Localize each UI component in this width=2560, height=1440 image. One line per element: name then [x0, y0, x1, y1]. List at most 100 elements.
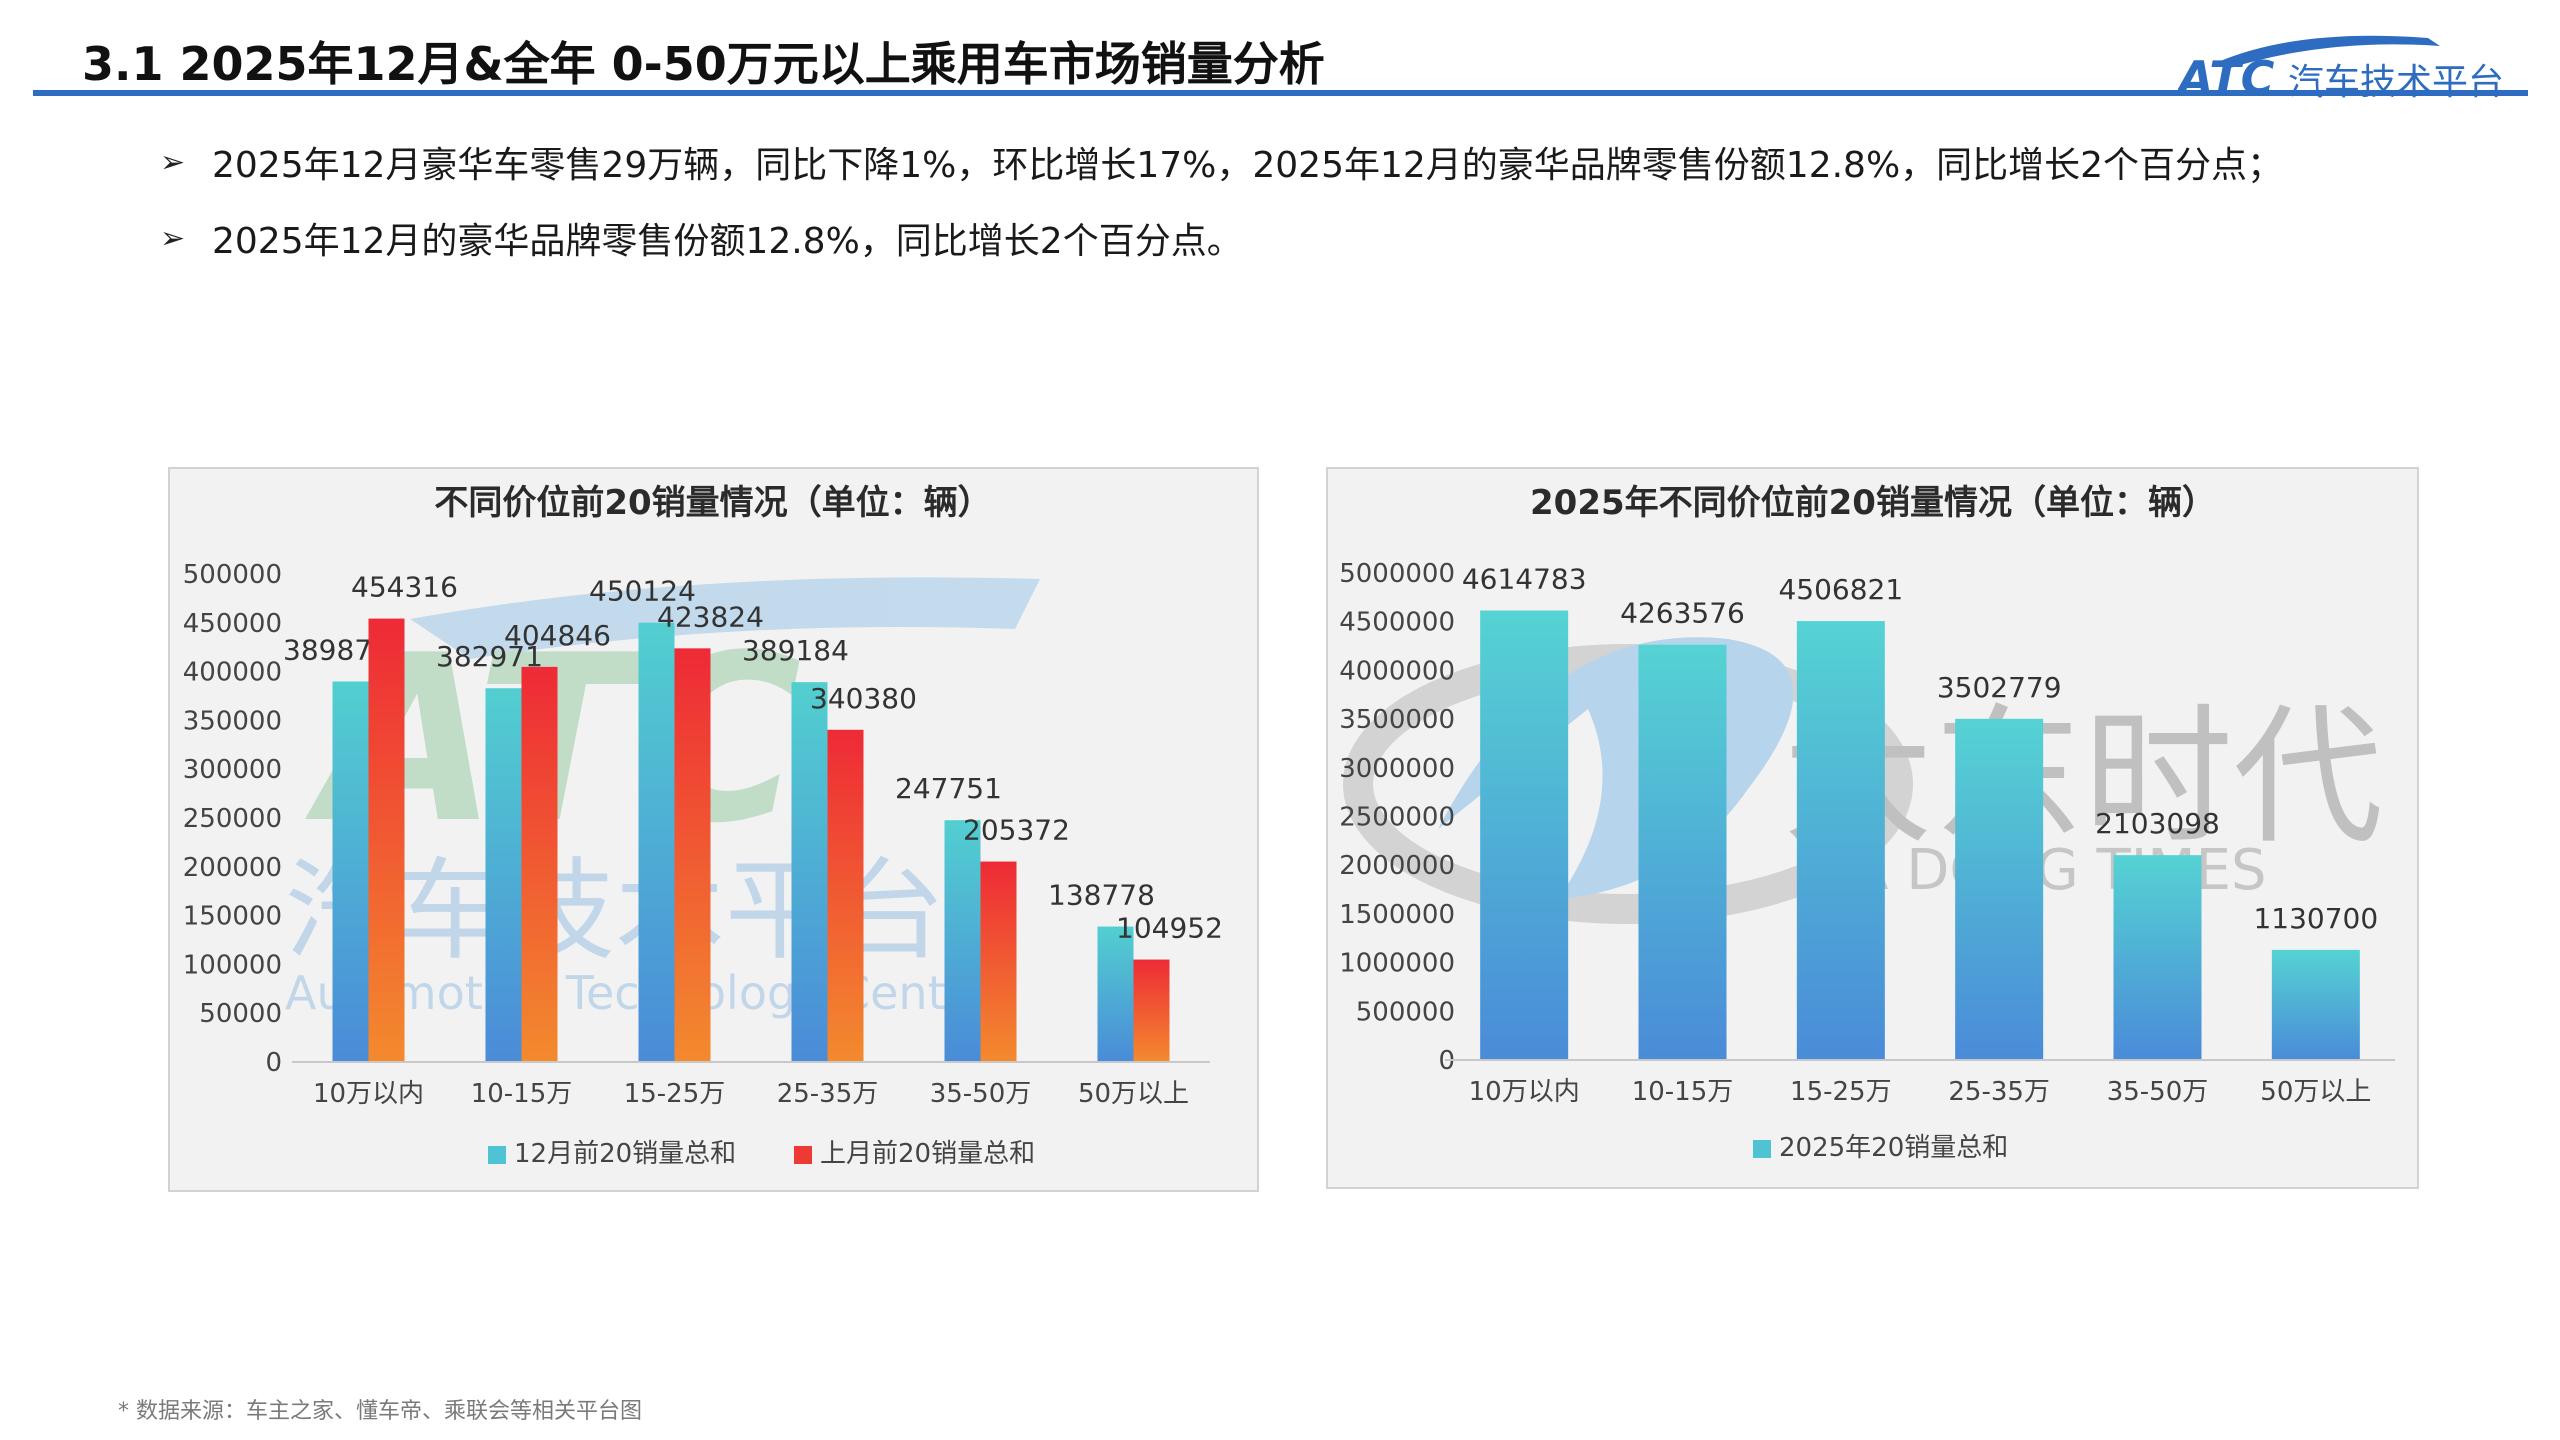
bar [674, 648, 711, 1062]
arrow-right-icon: ➢ [160, 144, 186, 180]
y-axis: 0 50000 100000 150000 200000 250000 300000 3500… [183, 560, 282, 1078]
y-tick-label: 150000 [183, 902, 282, 932]
data-label: 389184 [742, 634, 849, 667]
y-tick-label: 300000 [183, 755, 282, 785]
legend-swatch [794, 1146, 812, 1164]
y-tick-label: 200000 [183, 853, 282, 883]
y-tick-label: 100000 [183, 950, 282, 980]
bar [485, 688, 522, 1062]
y-tick-label: 1000000 [1339, 949, 1455, 979]
x-axis: 10万以内 10-15万 15-25万 25-35万 35-50万 50万以上 [292, 1061, 1210, 1109]
y-tick-label: 5000000 [1339, 559, 1455, 589]
data-label: 340380 [810, 682, 917, 715]
legend-swatch [1753, 1140, 1771, 1158]
x-tick-label: 25-35万 [1948, 1077, 2050, 1107]
x-tick-label: 35-50万 [2107, 1077, 2209, 1107]
title-underline [33, 90, 2528, 96]
y-tick-label: 500000 [183, 560, 282, 590]
chart-svg-yearly: 大东时代 DA DONG TIMES 2025年不同价位前20销量情况（单位：辆… [1339, 483, 2395, 1163]
bar [827, 729, 864, 1062]
logo-swoosh [2218, 35, 2440, 68]
bar [791, 682, 828, 1062]
legend-label: 2025年20销量总和 [1779, 1133, 2008, 1163]
y-tick-label: 250000 [183, 804, 282, 834]
bar [944, 820, 981, 1062]
legend-swatch [488, 1146, 506, 1164]
logo-mark: ATC [2178, 51, 2275, 104]
arrow-right-icon: ➢ [160, 220, 186, 256]
bar [332, 681, 369, 1062]
bar-group: 3898774543163829714048464501244238243891… [283, 571, 1223, 1062]
data-label: 4614783 [1462, 563, 1587, 596]
y-tick-label: 0 [265, 1048, 282, 1078]
bar [1133, 959, 1170, 1062]
bullet-item: ➢ 2025年12月的豪华品牌零售份额12.8%，同比增长2个百分点。 [160, 200, 2283, 276]
bar [2113, 855, 2202, 1060]
y-tick-label: 4000000 [1339, 656, 1455, 686]
bar [980, 861, 1017, 1062]
bar [368, 618, 405, 1062]
y-tick-label: 400000 [183, 658, 282, 688]
bar [1955, 718, 2044, 1060]
chart-price-segment-yearly: 大东时代 DA DONG TIMES 2025年不同价位前20销量情况（单位：辆… [1326, 467, 2419, 1189]
data-label: 138778 [1048, 879, 1155, 912]
data-label: 4506821 [1778, 573, 1903, 606]
bullet-item: ➢ 2025年12月豪华车零售29万辆，同比下降1%，环比增长17%，2025年… [160, 124, 2283, 200]
y-tick-label: 2000000 [1339, 851, 1455, 881]
data-label: 404846 [504, 619, 611, 652]
chart-price-segment-monthly: ATC 汽车技术平台 Automotive Technology Center … [168, 467, 1259, 1192]
slide-title: 3.1 2025年12月&全年 0-50万元以上乘用车市场销量分析 [82, 37, 1325, 91]
bar [1097, 926, 1134, 1062]
y-tick-label: 1500000 [1339, 900, 1455, 930]
watermark-logo-ring [1343, 644, 1913, 924]
chart-title: 不同价位前20销量情况（单位：辆） [434, 483, 991, 523]
chart-title: 2025年不同价位前20销量情况（单位：辆） [1530, 483, 2216, 523]
y-tick-label: 3000000 [1339, 754, 1455, 784]
legend-label: 12月前20销量总和 [514, 1139, 736, 1169]
x-tick-label: 10-15万 [471, 1079, 573, 1109]
data-label: 2103098 [2095, 807, 2220, 840]
data-label: 4263576 [1620, 597, 1745, 630]
x-tick-label: 10万以内 [1469, 1077, 1580, 1107]
y-tick-label: 4500000 [1339, 608, 1455, 638]
y-tick-label: 500000 [1356, 997, 1455, 1027]
data-label: 454316 [351, 571, 458, 604]
legend: 2025年20销量总和 [1753, 1133, 2008, 1163]
chart-svg-monthly: ATC 汽车技术平台 Automotive Technology Center … [183, 483, 1223, 1169]
watermark-swoosh [410, 577, 1040, 659]
x-tick-label: 25-35万 [777, 1079, 879, 1109]
x-axis: 10万以内 10-15万 15-25万 25-35万 35-50万 50万以上 [1445, 1059, 2395, 1107]
x-tick-label: 10-15万 [1632, 1077, 1734, 1107]
x-tick-label: 35-50万 [930, 1079, 1032, 1109]
x-tick-label: 10万以内 [313, 1079, 424, 1109]
data-label: 450124 [589, 575, 696, 608]
x-tick-label: 50万以上 [1078, 1079, 1189, 1109]
atc-logo: ATC 汽车技术平台 [2178, 35, 2504, 104]
y-tick-label: 3500000 [1339, 705, 1455, 735]
data-label: 104952 [1116, 912, 1223, 945]
y-axis: 0500000100000015000002000000250000030000… [1339, 559, 1455, 1076]
bullet-text: 2025年12月豪华车零售29万辆，同比下降1%，环比增长17%，2025年12… [212, 145, 2284, 186]
data-label: 205372 [963, 814, 1070, 847]
data-label: 423824 [657, 600, 764, 633]
y-tick-label: 2500000 [1339, 803, 1455, 833]
x-tick-label: 15-25万 [624, 1079, 726, 1109]
bar [2271, 949, 2360, 1060]
data-label: 3502779 [1937, 671, 2062, 704]
bullet-text: 2025年12月的豪华品牌零售份额12.8%，同比增长2个百分点。 [212, 221, 1243, 262]
data-label: 247751 [895, 772, 1002, 805]
x-tick-label: 15-25万 [1790, 1077, 1892, 1107]
bar [521, 666, 558, 1062]
bar [1796, 621, 1885, 1060]
data-label: 1130700 [2253, 902, 2378, 935]
bar [1638, 644, 1727, 1060]
x-tick-label: 50万以上 [2260, 1077, 2371, 1107]
bar-group: 4614783 4263576 4506821 3502779 2103098 11307… [1462, 563, 2378, 1060]
source-note: * 数据来源：车主之家、懂车帝、乘联会等相关平台图 [118, 1399, 642, 1424]
bar [1480, 610, 1569, 1060]
y-tick-label: 50000 [199, 999, 282, 1029]
bullet-list: ➢ 2025年12月豪华车零售29万辆，同比下降1%，环比增长17%，2025年… [160, 124, 2283, 276]
y-tick-label: 450000 [183, 609, 282, 639]
bar [638, 622, 675, 1062]
legend-label: 上月前20销量总和 [820, 1139, 1035, 1169]
